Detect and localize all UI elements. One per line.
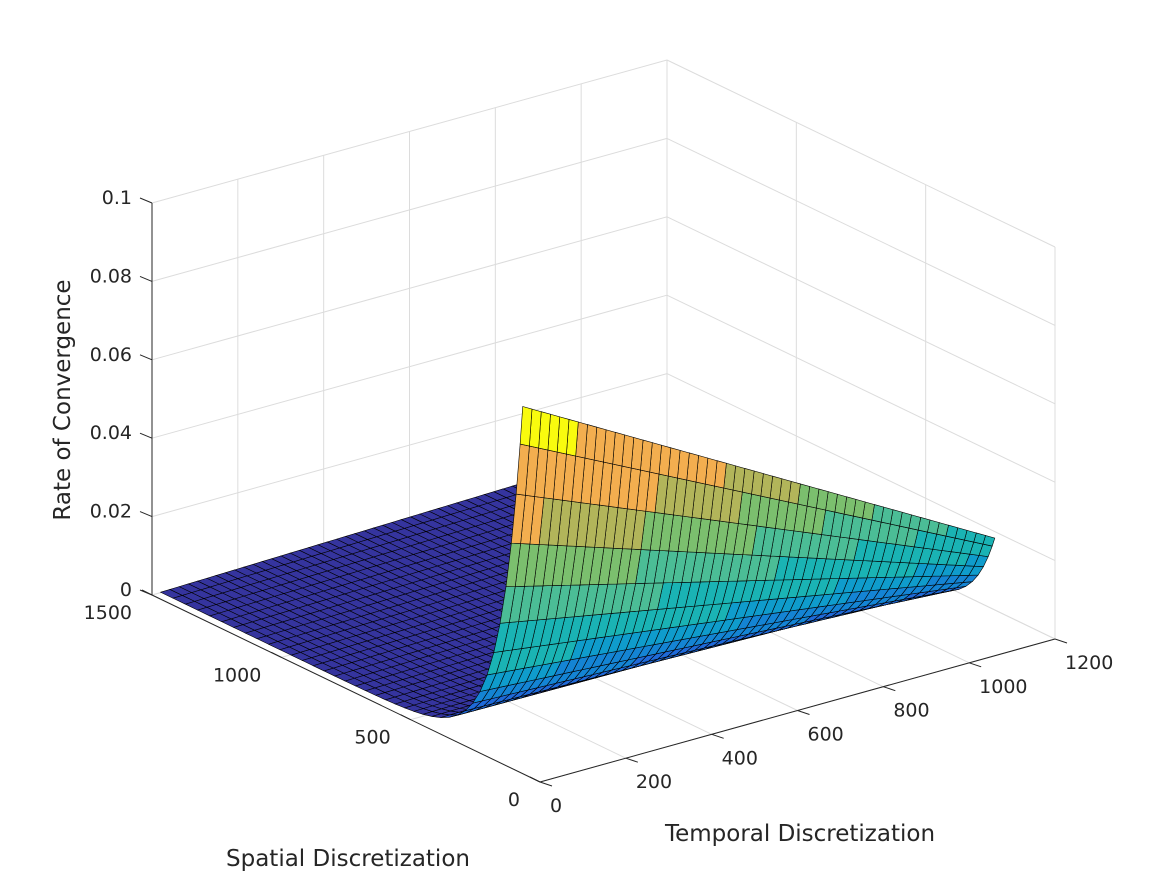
- y-tick: [625, 757, 638, 763]
- label-layer: Spatial Discretization Temporal Discreti…: [50, 279, 935, 872]
- z-tick-label: 0.06: [90, 344, 132, 366]
- gridline-sidewall-z: [151, 373, 668, 518]
- x-tick: [271, 651, 282, 658]
- z-tick: [139, 275, 153, 282]
- y-tick: [711, 733, 724, 739]
- x-tick: [529, 776, 541, 783]
- y-tick-label: 0: [550, 795, 562, 817]
- y-tick-label: 600: [808, 724, 844, 746]
- gridline-backwall-z: [666, 373, 1056, 562]
- gridline-backwall-z: [666, 137, 1056, 326]
- x-axis-label: Spatial Discretization: [226, 846, 470, 872]
- gridline-sidewall-z: [151, 137, 668, 282]
- x-tick: [400, 714, 411, 721]
- gridline-backwall-z: [666, 294, 1056, 483]
- y-tick-label: 1200: [1065, 652, 1113, 674]
- z-tick: [139, 354, 153, 361]
- surface-plot: [159, 406, 996, 718]
- z-tick: [139, 197, 153, 204]
- x-tick-label: 0: [508, 789, 520, 811]
- z-tick-label: 0.02: [90, 501, 132, 523]
- y-tick-label: 1000: [979, 676, 1027, 698]
- x-tick-label: 500: [354, 727, 390, 749]
- z-tick: [139, 511, 153, 518]
- z-tick-label: 0.04: [90, 422, 132, 444]
- z-axis-label: Rate of Convergence: [50, 279, 76, 520]
- z-tick: [139, 589, 153, 596]
- z-tick-label: 0.08: [90, 265, 132, 287]
- gridline-sidewall-z: [151, 59, 668, 204]
- z-tick-label: 0: [120, 579, 132, 601]
- x-axis-line: [151, 594, 541, 783]
- y-tick-label: 400: [722, 747, 758, 769]
- axis-layer: 05001000150002004006008001000120000.020.…: [84, 187, 1114, 817]
- y-tick: [883, 686, 896, 692]
- y-tick-label: 200: [636, 771, 672, 793]
- y-axis-label: Temporal Discretization: [664, 821, 935, 847]
- surface-cell: [519, 406, 533, 447]
- z-tick: [139, 432, 153, 439]
- y-tick: [797, 710, 810, 715]
- y-tick-label: 800: [893, 700, 929, 722]
- gridline-sidewall-z: [151, 216, 668, 361]
- y-tick: [969, 662, 982, 668]
- gridline-backwall-z: [666, 59, 1056, 248]
- y-tick: [1054, 638, 1068, 644]
- gridline-sidewall-z: [151, 294, 668, 439]
- gridline-backwall-z: [666, 216, 1056, 405]
- x-tick-label: 1500: [84, 602, 132, 624]
- y-tick: [539, 781, 553, 787]
- z-tick-label: 0.1: [102, 187, 132, 209]
- x-tick-label: 1000: [213, 664, 261, 686]
